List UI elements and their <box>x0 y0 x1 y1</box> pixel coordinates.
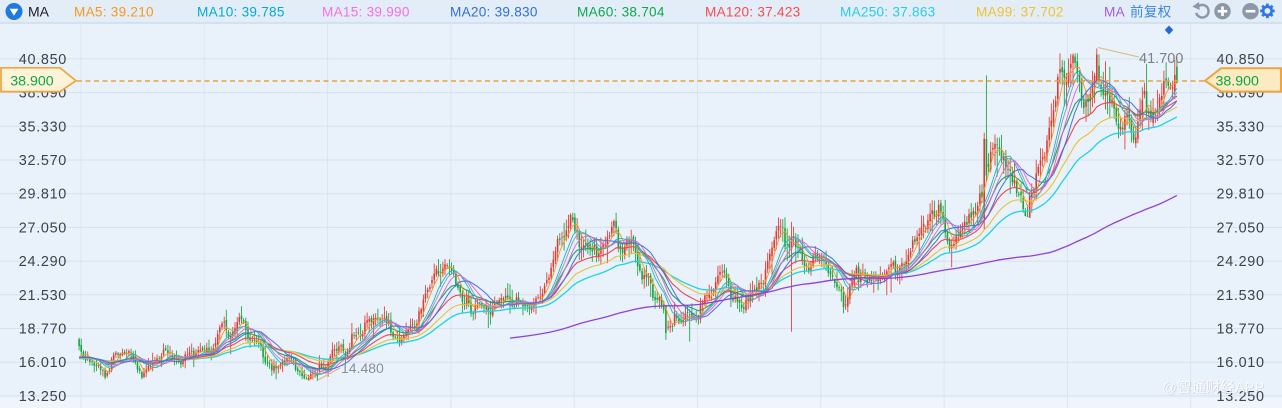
svg-text:24.290: 24.290 <box>19 254 67 270</box>
svg-text:38.900: 38.900 <box>10 74 54 90</box>
svg-text:29.810: 29.810 <box>1217 187 1265 203</box>
svg-text:14.480: 14.480 <box>341 360 384 376</box>
svg-text:@智通财经APP: @智通财经APP <box>1162 379 1264 396</box>
svg-text:MA250: 37.863: MA250: 37.863 <box>840 5 935 20</box>
svg-text:41.700: 41.700 <box>1139 51 1183 67</box>
svg-text:32.570: 32.570 <box>19 153 67 169</box>
svg-text:MA20: 39.830: MA20: 39.830 <box>450 5 538 20</box>
svg-text:24.290: 24.290 <box>1217 254 1265 270</box>
svg-text:13.250: 13.250 <box>1217 389 1265 405</box>
svg-text:21.530: 21.530 <box>19 288 67 304</box>
svg-text:29.810: 29.810 <box>19 187 67 203</box>
svg-text:35.330: 35.330 <box>19 119 67 135</box>
svg-text:27.050: 27.050 <box>1217 220 1265 236</box>
svg-text:MA99: 37.702: MA99: 37.702 <box>976 5 1064 20</box>
svg-text:21.530: 21.530 <box>1217 288 1265 304</box>
svg-text:40.850: 40.850 <box>1217 52 1265 68</box>
svg-text:前复权: 前复权 <box>1130 4 1172 20</box>
svg-text:38.900: 38.900 <box>1216 74 1260 90</box>
svg-text:13.250: 13.250 <box>19 389 67 405</box>
svg-text:@智通财经APP: @智通财经APP <box>1163 380 1265 397</box>
svg-text:MA120: 37.423: MA120: 37.423 <box>705 5 800 20</box>
svg-text:MA5: 39.210: MA5: 39.210 <box>74 5 154 20</box>
svg-text:32.570: 32.570 <box>1217 153 1265 169</box>
svg-text:MA15: 39.990: MA15: 39.990 <box>322 5 410 20</box>
svg-text:16.010: 16.010 <box>1217 355 1265 371</box>
svg-text:40.850: 40.850 <box>19 52 67 68</box>
svg-text:35.330: 35.330 <box>1217 119 1265 135</box>
svg-text:MA60: 38.704: MA60: 38.704 <box>577 5 665 20</box>
svg-text:27.050: 27.050 <box>19 220 67 236</box>
svg-text:MA: MA <box>1104 5 1126 20</box>
svg-text:MA10: 39.785: MA10: 39.785 <box>197 5 285 20</box>
svg-text:18.770: 18.770 <box>19 322 67 338</box>
svg-text:MA: MA <box>28 4 50 20</box>
svg-text:18.770: 18.770 <box>1217 322 1265 338</box>
svg-text:16.010: 16.010 <box>19 355 67 371</box>
